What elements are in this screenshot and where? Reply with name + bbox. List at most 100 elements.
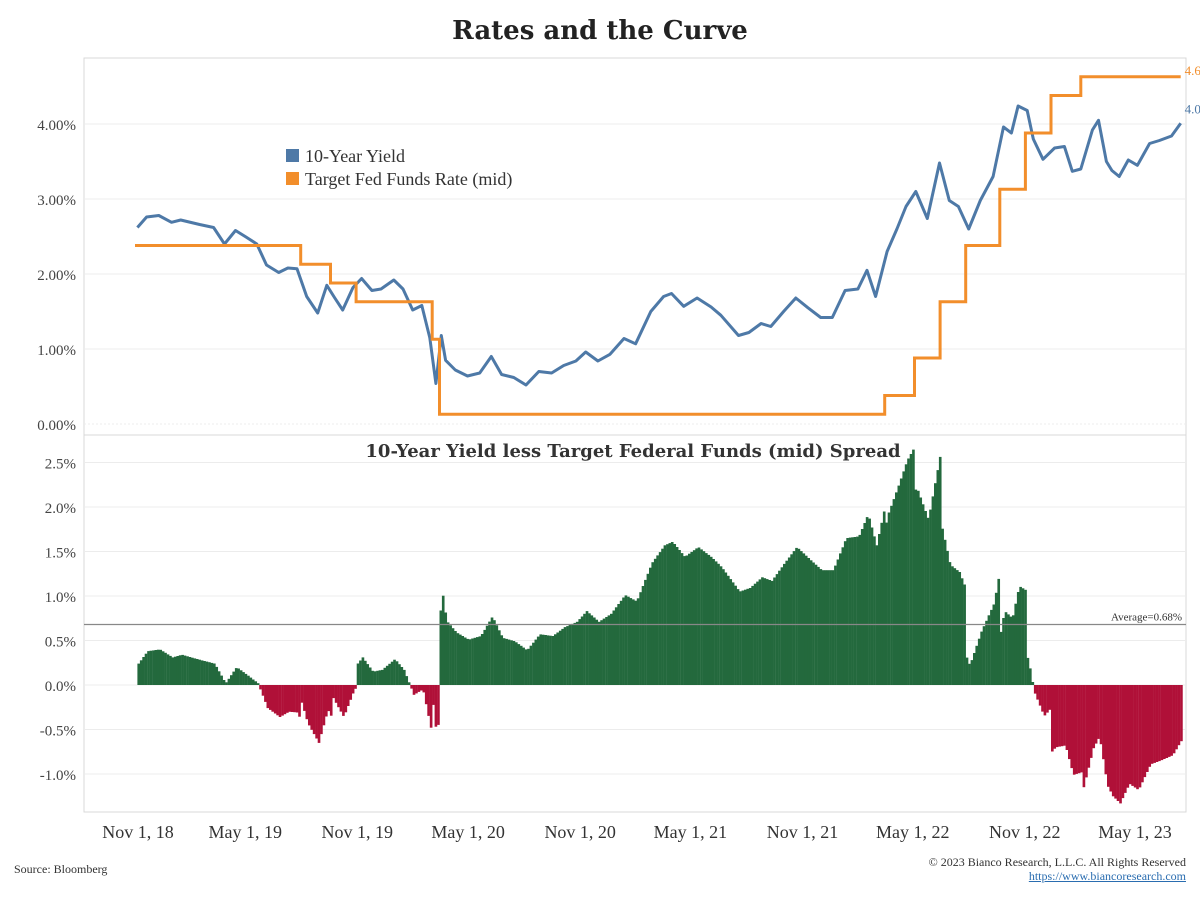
spread-bar	[500, 635, 504, 685]
spread-bar	[924, 511, 927, 685]
spread-bar	[702, 551, 706, 685]
spread-bar	[320, 685, 323, 735]
spread-bar	[1070, 685, 1074, 769]
spread-title: 10-Year Yield less Target Federal Funds …	[365, 441, 901, 462]
spread-bar	[1026, 657, 1030, 685]
spread-bar	[1163, 685, 1166, 759]
spread-bar	[242, 672, 245, 685]
spread-bar	[602, 618, 606, 685]
spread-bar	[1109, 685, 1113, 792]
spread-bar	[1012, 615, 1015, 685]
spread-bar	[1128, 685, 1132, 785]
spread-bar	[912, 449, 915, 685]
spread-bar	[271, 685, 275, 712]
spread-bar	[575, 621, 579, 685]
spread-bar	[619, 600, 623, 685]
spread-bar	[902, 471, 906, 685]
spread-bar	[1048, 685, 1052, 710]
spread-bar	[417, 685, 421, 692]
spread-bar	[887, 512, 891, 685]
spread-bar	[332, 685, 335, 699]
spread-bar	[670, 542, 674, 685]
spread-bar	[904, 464, 908, 685]
spread-bar	[614, 607, 618, 685]
rates-panel: 0.00% 1.00% 2.00% 3.00% 4.00% 10-Year Yield …	[37, 57, 1200, 436]
spread-bar	[953, 568, 957, 685]
spread-bar	[147, 651, 150, 685]
spread-y-tick-label: 1.5%	[45, 546, 76, 562]
spread-bar	[712, 559, 715, 685]
spread-bar	[804, 555, 808, 685]
spread-bar	[515, 642, 518, 685]
spread-bar	[213, 663, 216, 685]
spread-bar	[1172, 685, 1176, 754]
copyright-block: © 2023 Bianco Research, L.L.C. All Right…	[929, 855, 1186, 883]
spread-bar	[278, 685, 282, 717]
spread-bar	[139, 660, 143, 685]
spread-bar	[195, 659, 199, 685]
spread-bar	[731, 582, 735, 685]
spread-bar	[256, 683, 260, 685]
spread-bar	[597, 621, 601, 685]
spread-bar	[727, 575, 730, 685]
spread-bar	[666, 544, 669, 685]
spread-bar	[1126, 685, 1130, 788]
spread-bar	[644, 579, 647, 685]
spread-bar	[388, 663, 391, 685]
spread-bar	[261, 685, 265, 696]
x-axis: Nov 1, 18 May 1, 19 Nov 1, 19 May 1, 20 Nov …	[102, 822, 1172, 842]
rates-y-axis: 0.00% 1.00% 2.00% 3.00% 4.00%	[37, 118, 76, 434]
spread-bar	[1077, 685, 1081, 774]
spread-bar	[709, 556, 713, 685]
spread-bar	[990, 609, 993, 685]
spread-bar	[951, 566, 954, 685]
spread-bar	[1141, 685, 1144, 783]
spread-bar	[1024, 589, 1027, 685]
spread-bar	[378, 670, 382, 685]
spread-bar	[529, 645, 533, 685]
spread-bar	[878, 534, 881, 685]
spread-bar	[171, 657, 175, 685]
spread-bar	[234, 668, 238, 685]
spread-bar	[349, 685, 353, 700]
spread-bar	[651, 562, 655, 685]
spread-bar	[156, 649, 160, 685]
spread-y-tick-label: 2.0%	[45, 501, 76, 517]
fed-funds-series-line	[135, 75, 1181, 416]
spread-bar	[337, 685, 340, 708]
spread-bar	[578, 619, 582, 685]
spread-bar	[822, 570, 825, 685]
spread-bar	[1099, 685, 1103, 745]
spread-bar	[997, 578, 1001, 685]
spread-bar	[692, 550, 696, 685]
spread-y-tick-label: 2.5%	[45, 457, 76, 473]
spread-bar	[756, 581, 759, 685]
spread-bar	[149, 650, 153, 685]
spread-bar	[269, 685, 272, 710]
spread-bar	[860, 529, 864, 685]
spread-bar	[605, 617, 608, 685]
spread-bar	[454, 631, 457, 685]
spread-bar	[161, 651, 165, 685]
spread-bar	[812, 562, 815, 685]
spread-bar	[846, 538, 849, 685]
spread-bar	[668, 543, 672, 685]
spread-bar	[734, 585, 737, 685]
spread-bar	[909, 454, 913, 685]
spread-bar	[424, 685, 428, 705]
spread-bar	[663, 545, 667, 685]
spread-bar	[1136, 685, 1139, 790]
spread-bar	[354, 685, 357, 689]
spread-bar	[1009, 616, 1013, 685]
spread-bar	[398, 664, 401, 685]
spread-bar	[532, 642, 535, 685]
website-link[interactable]: https://www.biancoresearch.com	[1028, 869, 1186, 883]
spread-bar	[495, 625, 499, 685]
spread-bar	[551, 636, 555, 685]
rates-y-tick-label: 2.00%	[37, 268, 76, 284]
spread-bar	[390, 661, 394, 685]
spread-bar	[558, 630, 562, 685]
spread-bar	[249, 677, 253, 685]
spread-y-tick-label: -1.0%	[40, 768, 76, 784]
legend: 10-Year Yield Target Fed Funds Rate (mid…	[286, 146, 512, 190]
